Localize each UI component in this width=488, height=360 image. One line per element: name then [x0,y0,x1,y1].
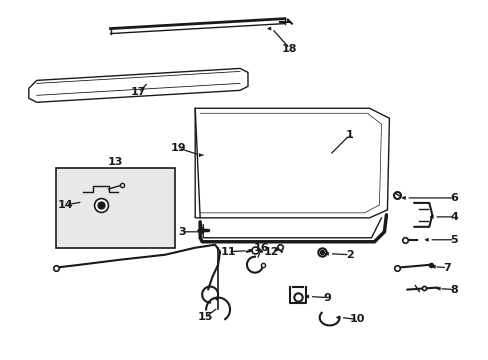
Text: 11: 11 [220,247,235,257]
Text: 15: 15 [197,312,212,323]
Text: 18: 18 [282,44,297,54]
Text: 5: 5 [449,235,457,245]
Text: 2: 2 [345,250,353,260]
Bar [56,168,175,248]
Text: 9: 9 [323,293,331,302]
Text: 17: 17 [130,87,146,97]
Text: 10: 10 [349,314,365,324]
Text: 1: 1 [345,130,353,140]
Text: 19: 19 [170,143,186,153]
Text: 12: 12 [264,247,279,257]
Text: 14: 14 [58,200,73,210]
Text: 3: 3 [178,227,185,237]
Text: 7: 7 [443,263,450,273]
Text: 4: 4 [449,212,457,222]
Text: 6: 6 [449,193,457,203]
Text: 16: 16 [254,243,269,253]
Text: 8: 8 [449,284,457,294]
Text: 13: 13 [107,157,123,167]
